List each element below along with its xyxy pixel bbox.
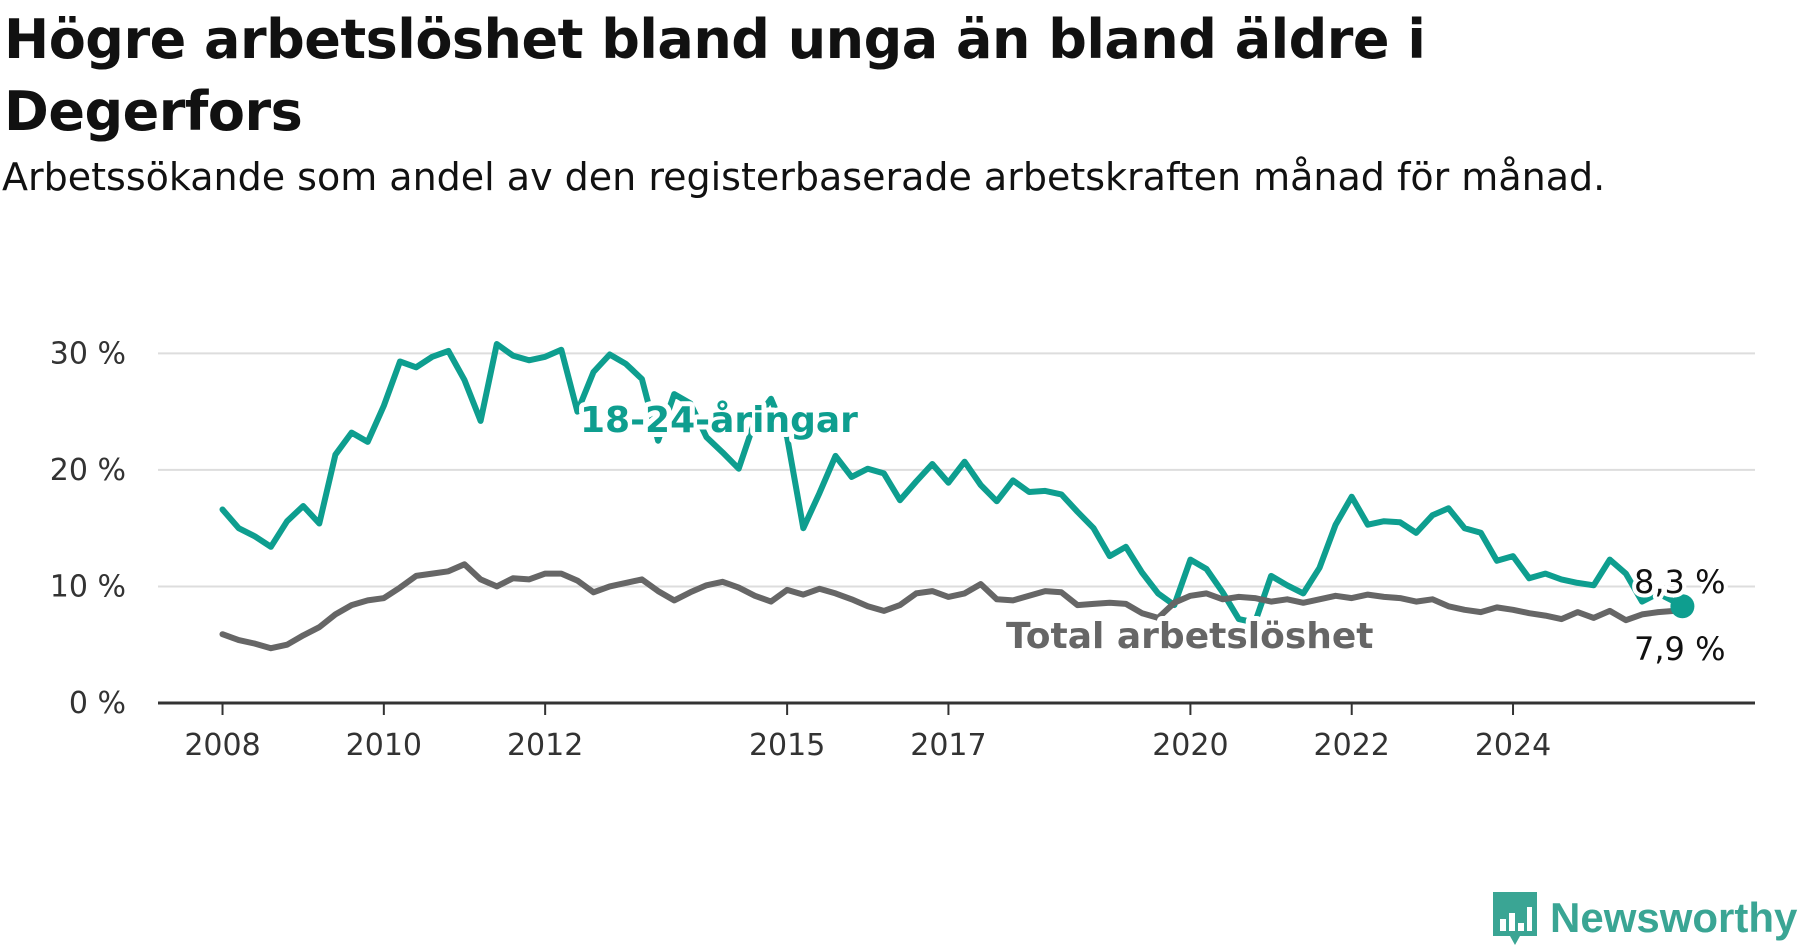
- series-line-1: [219, 561, 1686, 652]
- x-tick-label: 2022: [1314, 728, 1390, 763]
- end-point-marker: [1670, 594, 1695, 619]
- x-tick-label: 2024: [1475, 728, 1551, 763]
- y-tick-label: 30 %: [50, 336, 126, 371]
- x-tick-label: 2017: [910, 728, 986, 763]
- x-tick-label: 2008: [184, 728, 260, 763]
- chart-subtitle: Arbetssökande som andel av den registerb…: [2, 155, 1606, 199]
- x-tick-label: 2012: [507, 728, 583, 763]
- series-line-0: [219, 341, 1686, 626]
- end-value-label-total: 7,9 %: [1634, 630, 1725, 668]
- series-label-total: Total arbetslöshet: [1006, 616, 1374, 657]
- y-tick-label: 0 %: [69, 686, 126, 721]
- brand-name: Newsworthy: [1550, 894, 1798, 941]
- brand-logo: Newsworthy: [1490, 888, 1797, 948]
- x-tick-label: 2015: [749, 728, 825, 763]
- y-axis-ticks: 0 % 10 % 20 % 30 %: [50, 336, 126, 721]
- series-lines: [219, 341, 1695, 652]
- chart-title: Högre arbetslöshet bland unga än bland ä…: [4, 8, 1426, 143]
- end-value-label-youth: 8,3 %: [1634, 563, 1725, 601]
- y-tick-label: 10 %: [50, 569, 126, 604]
- series-label-youth: 18-24-åringar: [580, 400, 858, 441]
- x-axis: 2008 2010 2012 2015 2017 2020 2022 2024: [158, 701, 1755, 763]
- y-tick-label: 20 %: [50, 453, 126, 488]
- x-tick-label: 2020: [1152, 728, 1228, 763]
- bar-chart-speech-bubble-icon: [1493, 892, 1537, 945]
- series-labels: 18-24-åringar Total arbetslöshet 8,3 % 7,9 …: [575, 395, 1729, 672]
- x-tick-label: 2010: [346, 728, 422, 763]
